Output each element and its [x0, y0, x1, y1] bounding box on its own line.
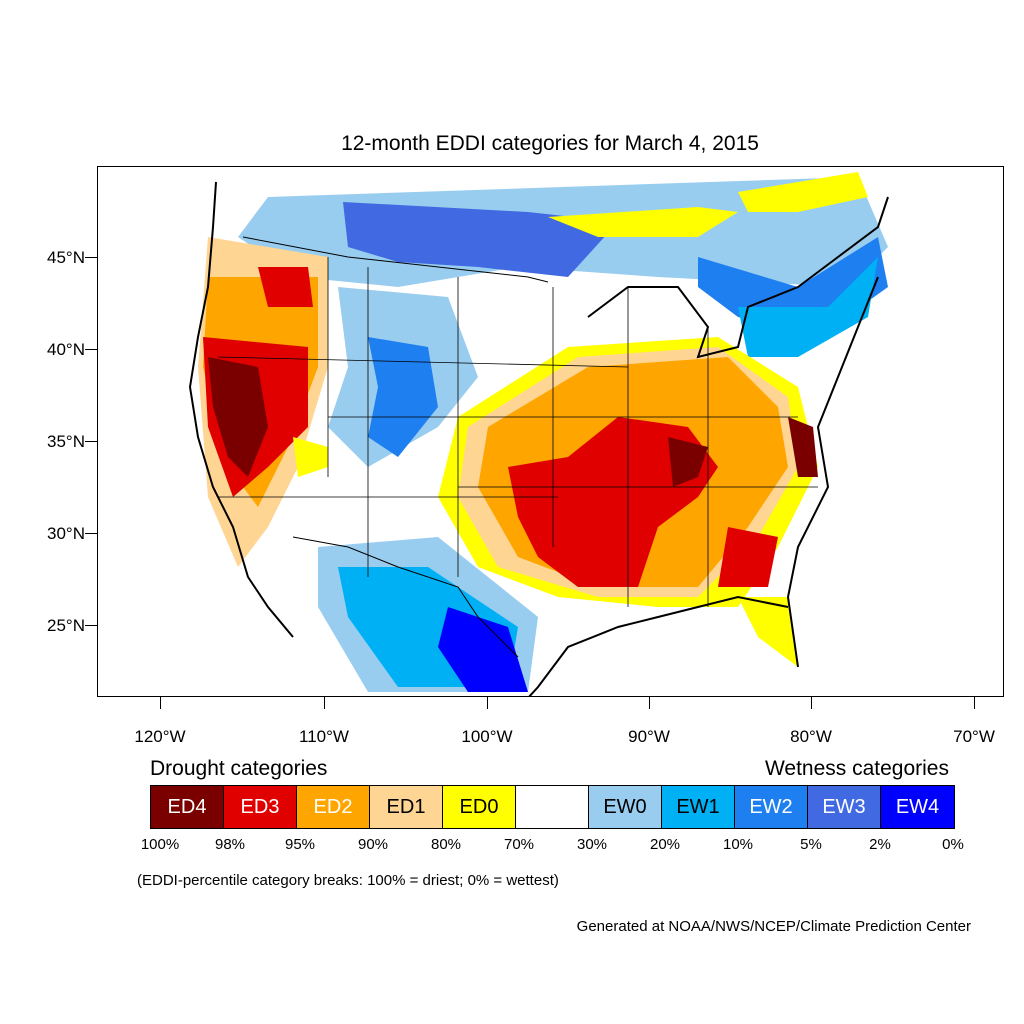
category-legend: ED4 ED3 ED2 ED1 ED0 EW0 EW1 EW2 EW3 EW4 — [150, 785, 955, 829]
lat-label-40: 40°N — [47, 340, 85, 359]
lon-label-70: 70°W — [953, 727, 995, 746]
eddi-map — [188, 172, 889, 696]
lat-tick-45 — [85, 257, 97, 258]
pct-break-80: 80% — [430, 836, 462, 853]
region-ed4-california — [208, 357, 268, 477]
lon-label-110: 110°W — [299, 727, 349, 746]
state-lines-horizontal — [217, 356, 818, 498]
lon-tick-90 — [649, 697, 650, 709]
boundary-layer — [188, 181, 889, 696]
category-note: (EDDI-percentile category breaks: 100% =… — [137, 872, 559, 889]
pct-break-5: 5% — [800, 836, 822, 853]
lon-label-100: 100°W — [461, 727, 513, 746]
state-lines-vertical — [327, 257, 709, 607]
lat-label-25: 25°N — [47, 616, 85, 635]
region-ed3-idaho — [258, 267, 313, 307]
legend-box-neutral — [516, 786, 589, 828]
pct-break-20: 20% — [649, 836, 681, 853]
lon-tick-120 — [160, 697, 161, 709]
lat-label-30: 30°N — [47, 524, 85, 543]
region-ew1-ne — [738, 257, 878, 357]
region-ed0-nevada — [293, 437, 328, 477]
mexico-border — [292, 536, 519, 658]
great-lakes-shore — [587, 196, 889, 359]
legend-box-ed3: ED3 — [224, 786, 297, 828]
lat-label-45: 45°N — [47, 248, 85, 267]
legend-box-ed0: ED0 — [443, 786, 516, 828]
us-canada-border — [242, 236, 549, 283]
pct-break-100: 100% — [140, 836, 180, 853]
legend-box-ew0: EW0 — [589, 786, 662, 828]
pct-break-2: 2% — [869, 836, 891, 853]
region-ew2-mountain — [368, 337, 438, 457]
legend-box-ew1: EW1 — [662, 786, 735, 828]
lon-tick-110 — [324, 697, 325, 709]
region-ed0-ne — [738, 172, 868, 212]
pct-break-10: 10% — [722, 836, 754, 853]
credit-line: Generated at NOAA/NWS/NCEP/Climate Predi… — [576, 918, 971, 935]
lat-tick-25 — [85, 625, 97, 626]
pct-break-98: 98% — [214, 836, 246, 853]
lon-tick-100 — [487, 697, 488, 709]
map-title: 12-month EDDI categories for March 4, 20… — [341, 132, 759, 155]
region-ed4-tennessee — [668, 437, 708, 487]
map-panel — [97, 166, 1004, 697]
lat-label-35: 35°N — [47, 432, 85, 451]
region-ed0-north — [548, 207, 738, 237]
pct-break-30: 30% — [576, 836, 608, 853]
region-ew4-texas — [438, 607, 528, 692]
pct-break-70: 70% — [503, 836, 535, 853]
region-ed0-florida — [738, 597, 798, 667]
pct-break-95: 95% — [284, 836, 316, 853]
wetness-heading: Wetness categories — [764, 757, 949, 780]
legend-box-ed2: ED2 — [297, 786, 370, 828]
legend-box-ed1: ED1 — [370, 786, 443, 828]
legend-box-ew2: EW2 — [735, 786, 808, 828]
lon-label-120: 120°W — [134, 727, 186, 746]
legend-box-ed4: ED4 — [151, 786, 224, 828]
pct-break-0: 0% — [942, 836, 964, 853]
region-ed3-central — [508, 417, 718, 587]
region-ed3-southeast — [718, 527, 778, 587]
region-ew3-north — [343, 202, 618, 277]
pct-break-90: 90% — [357, 836, 389, 853]
lat-tick-30 — [85, 533, 97, 534]
gulf-coast — [528, 595, 789, 696]
lon-tick-80 — [811, 697, 812, 709]
legend-box-ew3: EW3 — [808, 786, 881, 828]
region-ed4-virginia — [788, 417, 818, 477]
drought-heading: Drought categories — [150, 757, 328, 780]
lon-label-90: 90°W — [628, 727, 670, 746]
lat-tick-40 — [85, 349, 97, 350]
lon-label-80: 80°W — [790, 727, 832, 746]
lon-tick-70 — [974, 697, 975, 709]
legend-box-ew4: EW4 — [881, 786, 954, 828]
coastline-west — [188, 181, 294, 638]
northeast-coast — [786, 276, 879, 668]
shading-layer — [198, 172, 888, 692]
lat-tick-35 — [85, 441, 97, 442]
